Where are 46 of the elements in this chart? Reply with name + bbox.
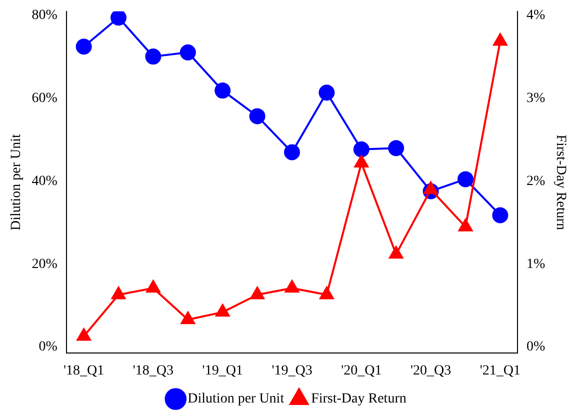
- point: [76, 328, 91, 341]
- y-tick-label: 40%: [32, 174, 58, 189]
- point: [180, 44, 196, 60]
- point: [249, 108, 266, 124]
- y2-axis-title: First-Day Return: [552, 134, 568, 230]
- y2-tick-label: 2%: [526, 174, 546, 189]
- point: [76, 38, 92, 55]
- point: [284, 280, 300, 293]
- point: [388, 140, 404, 156]
- y2-tick-label: 1%: [526, 256, 546, 272]
- point: [457, 171, 474, 188]
- point: [493, 33, 508, 46]
- x-tick-label: '18_Q3: [132, 363, 174, 378]
- point: [424, 182, 438, 194]
- point: [216, 304, 230, 317]
- point: [250, 286, 264, 300]
- y-tick-label: 80%: [32, 8, 58, 24]
- y2-tick-label: 0%: [526, 340, 546, 355]
- x-tick-label: '18_Q1: [63, 363, 104, 378]
- point: [492, 207, 508, 224]
- y-axis-title: Dilution per Unit: [9, 134, 24, 231]
- point: [214, 82, 231, 99]
- point: [180, 312, 195, 324]
- y-tick-label: 20%: [32, 256, 58, 272]
- x-tick-label: '20_Q3: [410, 363, 452, 378]
- point: [318, 84, 335, 101]
- x-tick-label: '19_Q1: [202, 363, 243, 378]
- point: [145, 48, 162, 65]
- point: [458, 218, 473, 232]
- y-tick-label: 60%: [32, 91, 58, 106]
- legend-label: First-Day Return: [311, 392, 406, 407]
- y-tick-label: 0%: [38, 340, 58, 355]
- x-tick-label: '21_Q1: [480, 363, 521, 378]
- point: [354, 155, 368, 168]
- point: [146, 280, 160, 293]
- point: [389, 246, 404, 259]
- point: [353, 141, 370, 158]
- point: [284, 144, 300, 160]
- point: [110, 11, 127, 26]
- y2-tick-label: 4%: [526, 8, 546, 24]
- y2-tick-label: 3%: [526, 91, 546, 106]
- point: [320, 286, 334, 300]
- x-tick-label: '19_Q3: [272, 363, 312, 378]
- legend-label: Dilution per Unit: [188, 392, 284, 407]
- point: [111, 286, 126, 300]
- x-tick-label: '20_Q1: [341, 363, 382, 378]
